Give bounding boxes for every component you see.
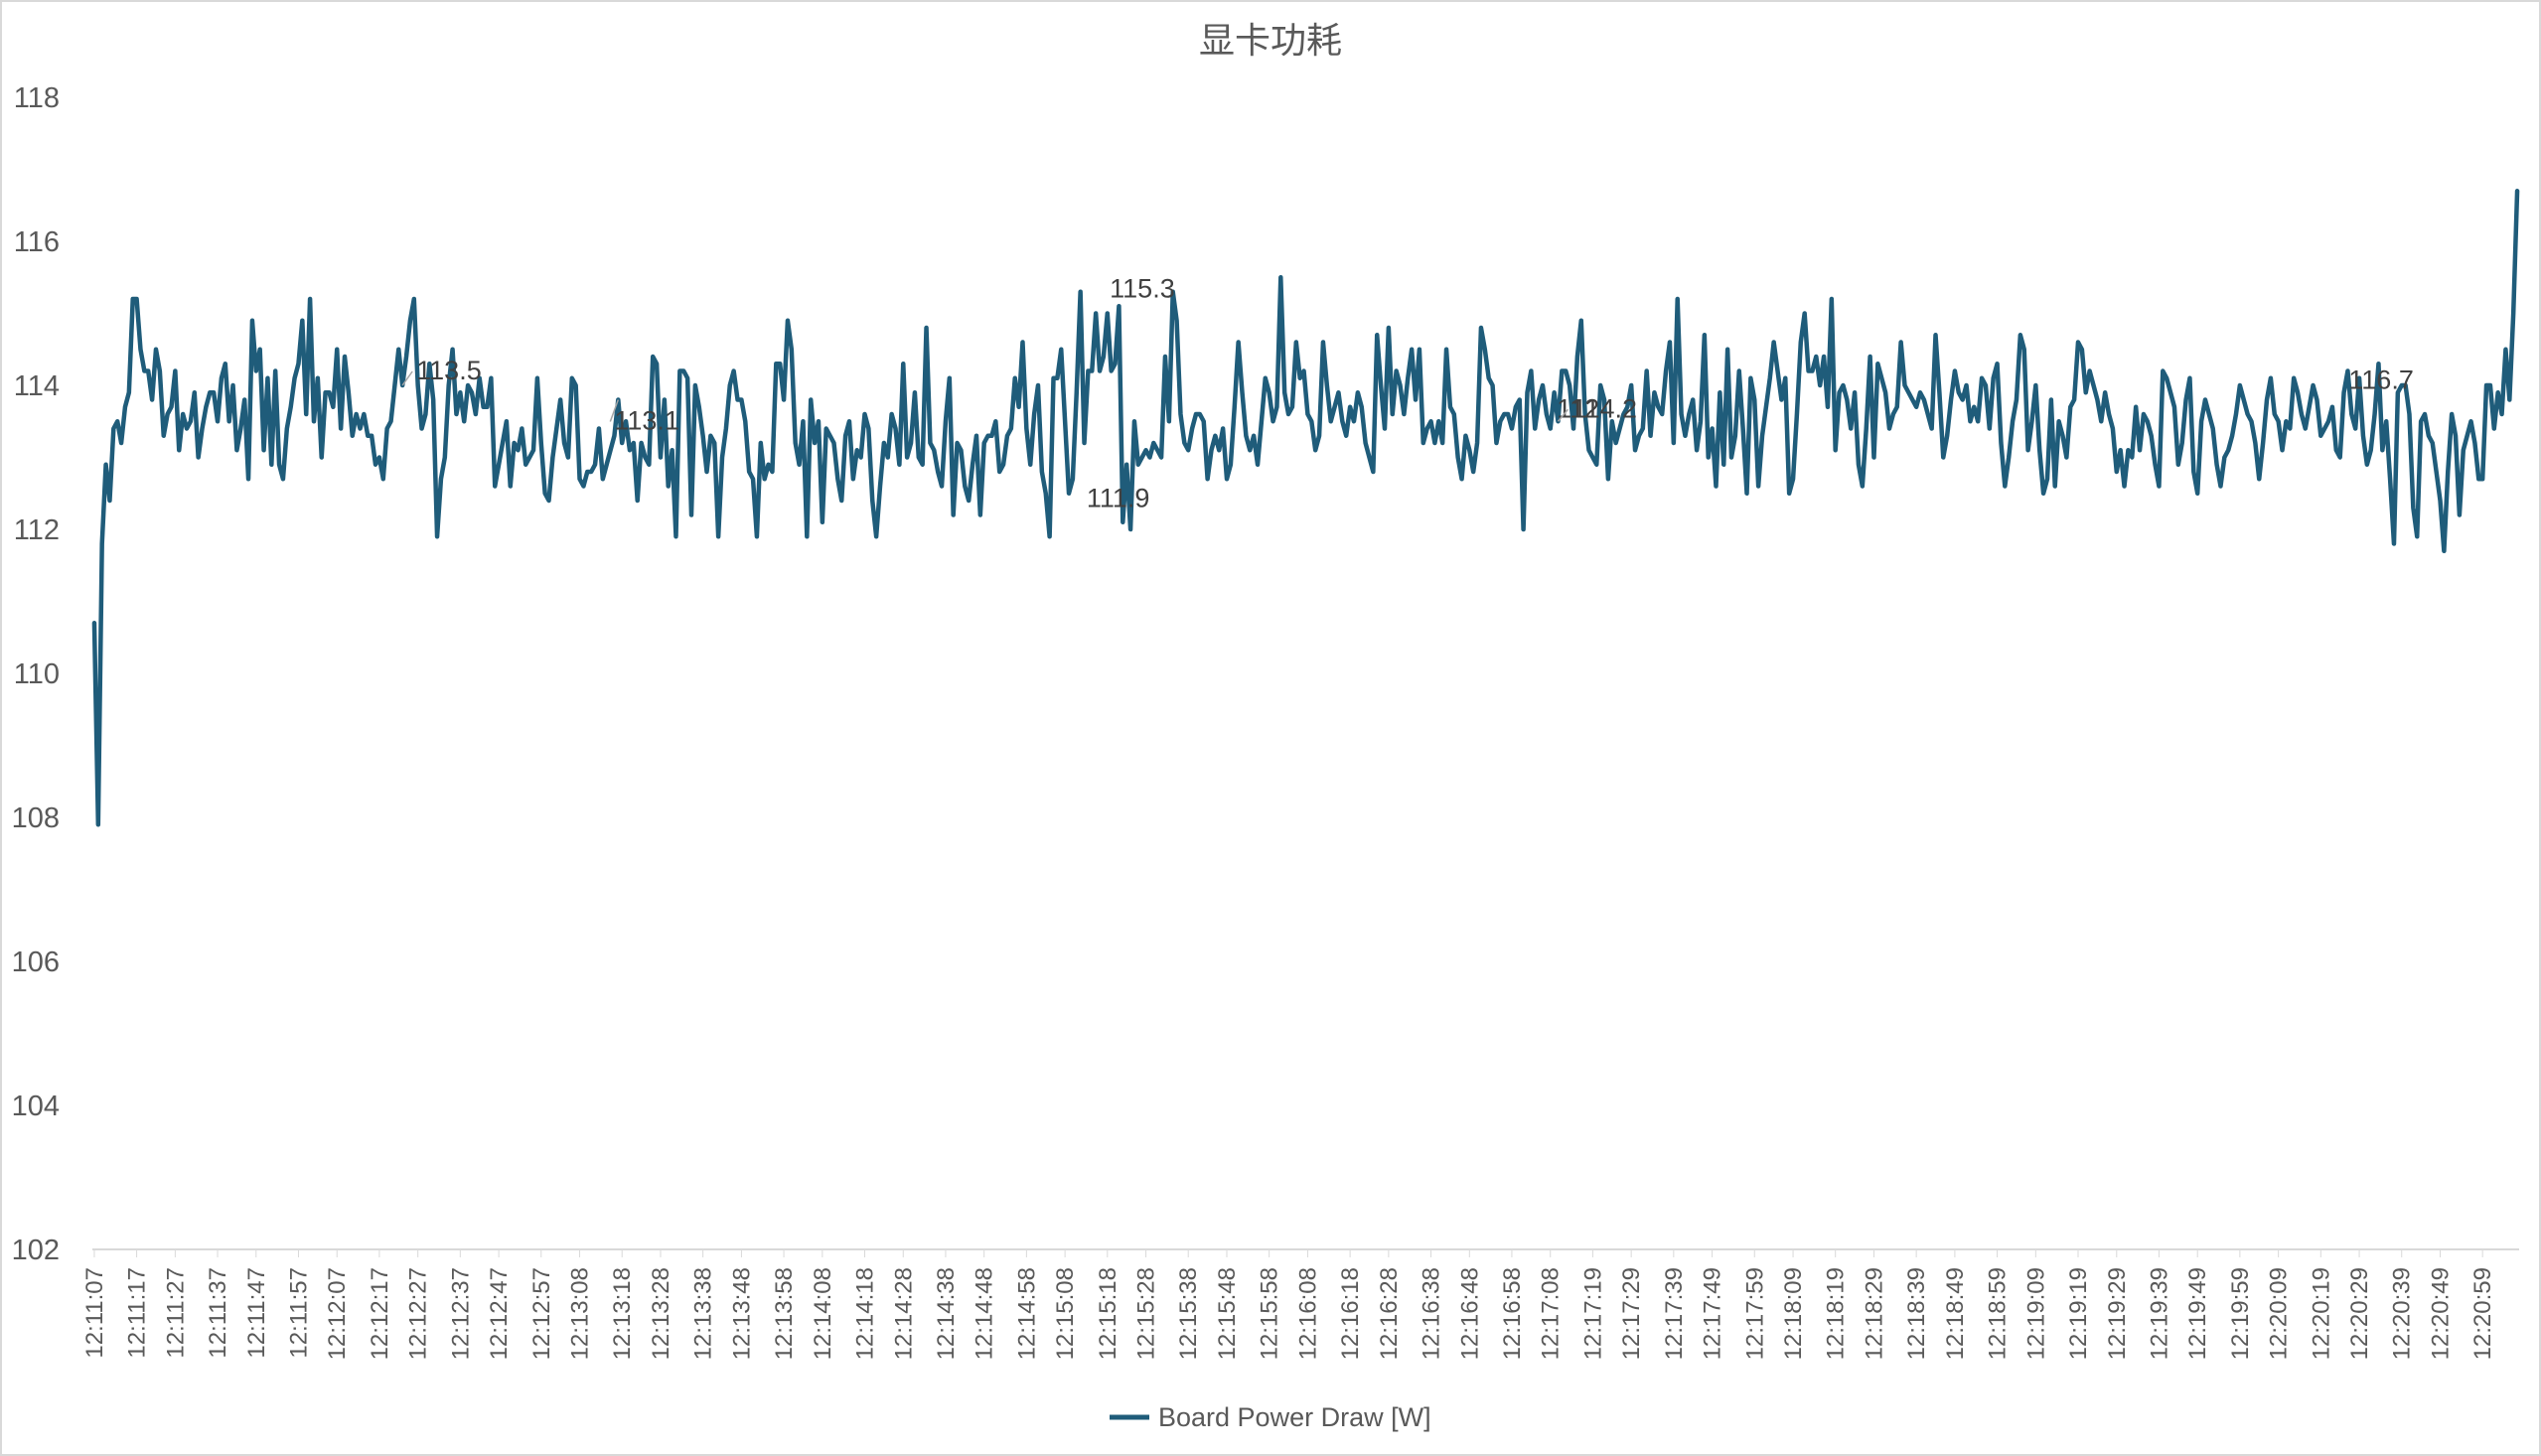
x-tick-label: 12:11:37 [205,1267,231,1359]
series-group [91,189,2520,827]
x-tick-label: 12:19:39 [2146,1267,2172,1360]
x-tick-label: 12:14:48 [972,1267,998,1360]
data-label: 111.9 [1087,483,1150,512]
data-label: 113.1 [614,406,679,436]
legend-label: Board Power Draw [W] [1158,1402,1431,1432]
x-tick-label: 12:13:18 [609,1267,636,1360]
y-tick-label: 114 [14,370,60,402]
x-tick-label: 12:14:58 [1013,1267,1040,1360]
data-label: 115.3 [1110,274,1175,304]
x-tick-label: 12:14:08 [810,1267,836,1360]
x-tick-label: 12:17:08 [1538,1267,1565,1360]
x-tick-label: 12:12:27 [405,1267,432,1360]
x-tick-label: 12:19:09 [2022,1267,2049,1360]
x-tick-label: 12:20:29 [2346,1267,2373,1360]
series-line-board-power-draw [91,189,2520,827]
x-tick-label: 12:19:49 [2184,1267,2211,1360]
legend: Board Power Draw [W] [1110,1402,1431,1432]
x-tick-label: 12:17:19 [1579,1267,1606,1360]
x-tick-label: 12:18:19 [1823,1267,1850,1360]
x-tick-label: 12:20:49 [2428,1267,2455,1360]
x-tick-label: 12:18:29 [1861,1267,1887,1360]
x-tick-label: 12:16:18 [1337,1267,1364,1360]
x-tick-label: 12:20:39 [2389,1267,2416,1360]
x-tick-label: 12:17:49 [1700,1267,1726,1360]
x-tick-label: 12:16:28 [1376,1267,1403,1360]
x-tick-label: 12:18:39 [1903,1267,1930,1360]
x-tick-label: 12:19:59 [2227,1267,2254,1360]
x-tick-label: 12:13:58 [771,1267,798,1360]
y-tick-label: 106 [12,946,60,978]
y-tick-label: 112 [14,514,60,546]
y-tick-label: 104 [12,1091,60,1122]
x-tick-label: 12:11:17 [124,1267,151,1359]
x-tick-label: 12:15:28 [1133,1267,1160,1360]
x-tick-label: 12:15:08 [1052,1267,1079,1360]
x-tick-label: 12:14:38 [933,1267,960,1360]
x-tick-label: 12:20:19 [2308,1267,2334,1360]
x-tick-label: 12:13:38 [690,1267,717,1360]
x-tick-label: 12:15:38 [1175,1267,1202,1360]
x-tick-label: 12:14:18 [851,1267,878,1360]
x-tick-label: 12:17:29 [1618,1267,1645,1360]
x-tick-label: 12:12:17 [367,1267,393,1360]
chart-title: 显卡功耗 [1199,21,1342,62]
x-tick-label: 12:17:39 [1661,1267,1688,1360]
x-tick-label: 12:18:59 [1985,1267,2012,1360]
x-tick-label: 12:19:19 [2065,1267,2092,1360]
data-label: 114.2 [1571,393,1637,423]
data-label-leader [1557,408,1569,422]
x-tick-label: 12:19:29 [2104,1267,2131,1360]
y-tick-label: 110 [14,658,60,690]
x-tick-label: 12:11:27 [162,1267,189,1359]
x-tick-label: 12:16:38 [1419,1267,1445,1360]
x-tick-label: 12:16:48 [1456,1267,1483,1360]
x-tick-label: 12:14:28 [890,1267,917,1360]
x-tick-label: 12:12:37 [447,1267,474,1360]
data-label: 113.5 [416,356,482,385]
data-label: 116.7 [2348,364,2414,394]
y-tick-label: 118 [14,82,60,114]
x-tick-label: 12:15:18 [1095,1267,1121,1360]
x-tick-label: 12:13:48 [728,1267,755,1360]
x-tick-label: 12:17:59 [1741,1267,1768,1360]
x-tick-label: 12:12:57 [528,1267,555,1360]
x-tick-label: 12:12:07 [324,1267,351,1360]
x-tick-label: 12:11:47 [243,1267,270,1359]
y-axis-ticks: 102 104 106 108 110 112 114 116 118 [12,82,60,1266]
data-label-leader [401,370,413,386]
y-tick-label: 102 [12,1235,60,1266]
x-tick-label: 12:12:47 [486,1267,513,1360]
x-tick-label: 12:20:09 [2266,1267,2293,1360]
y-tick-label: 108 [12,802,60,834]
x-tick-label: 12:16:08 [1294,1267,1321,1360]
x-tick-label: 12:13:08 [567,1267,594,1360]
x-tick-label: 12:13:28 [648,1267,674,1360]
x-tick-label: 12:15:48 [1214,1267,1241,1360]
y-tick-label: 116 [14,226,60,258]
x-axis-ticks: 12:11:07 12:11:17 12:11:27 12:11:37 12:11:47… [81,1249,2496,1360]
x-tick-label: 12:15:58 [1257,1267,1283,1360]
x-tick-label: 12:18:49 [1942,1267,1969,1360]
x-tick-label: 12:16:58 [1499,1267,1526,1360]
x-tick-label: 12:11:07 [81,1267,108,1359]
x-tick-label: 12:20:59 [2469,1267,2496,1360]
x-tick-label: 12:11:57 [285,1267,312,1359]
x-tick-label: 12:18:09 [1780,1267,1807,1360]
data-label: 112 [1557,394,1599,424]
data-label-leader [609,399,620,422]
